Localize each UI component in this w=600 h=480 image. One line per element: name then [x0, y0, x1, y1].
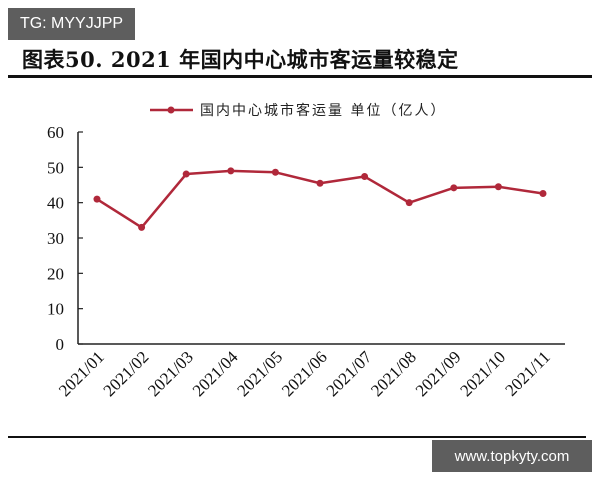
data-point [405, 199, 413, 207]
x-tick-label: 2021/04 [189, 347, 242, 400]
series-line [96, 169, 544, 229]
legend-label: 国内中心城市客运量 单位（亿人） [200, 102, 446, 119]
y-tick-label: 0 [56, 335, 65, 354]
y-tick-label: 20 [47, 264, 64, 283]
x-tick-label: 2021/09 [412, 347, 465, 400]
data-point [450, 184, 458, 192]
watermark-bottom-badge: www.topkyty.com [432, 440, 592, 472]
y-tick-label: 30 [47, 229, 64, 248]
data-point [316, 179, 324, 187]
axes [77, 132, 565, 345]
watermark-top-badge: TG: MYYJJPP [8, 8, 135, 40]
data-point [93, 195, 101, 203]
data-point [271, 168, 279, 176]
top-rule [8, 75, 592, 78]
y-tick-label: 10 [47, 300, 64, 319]
x-tick-label: 2021/08 [367, 347, 420, 400]
x-tick-label: 2021/10 [456, 347, 509, 400]
data-point [361, 173, 369, 181]
x-tick-label: 2021/02 [100, 347, 153, 400]
data-point [182, 170, 190, 178]
data-point [539, 189, 547, 197]
data-point [227, 167, 235, 175]
x-tick-label: 2021/03 [144, 347, 197, 400]
x-axis-ticks: 2021/012021/022021/032021/042021/052021/… [55, 347, 554, 400]
y-tick-label: 40 [47, 194, 64, 213]
y-tick-label: 50 [47, 158, 64, 177]
bottom-rule [8, 436, 586, 438]
y-tick-label: 60 [47, 123, 64, 142]
data-point [494, 183, 502, 191]
x-tick-label: 2021/11 [501, 347, 553, 399]
series-markers [93, 167, 547, 231]
legend: 国内中心城市客运量 单位（亿人） [150, 102, 446, 119]
x-tick-label: 2021/01 [55, 347, 108, 400]
legend-marker-icon [167, 106, 175, 114]
x-tick-label: 2021/07 [323, 347, 376, 400]
x-tick-label: 2021/05 [233, 347, 286, 400]
y-axis-ticks: 0 10 20 30 40 50 60 [47, 123, 83, 354]
x-tick-label: 2021/06 [278, 347, 331, 400]
data-point [138, 223, 146, 231]
figure-title: 图表50. 2021 年国内中心城市客运量较稳定 [22, 47, 459, 72]
